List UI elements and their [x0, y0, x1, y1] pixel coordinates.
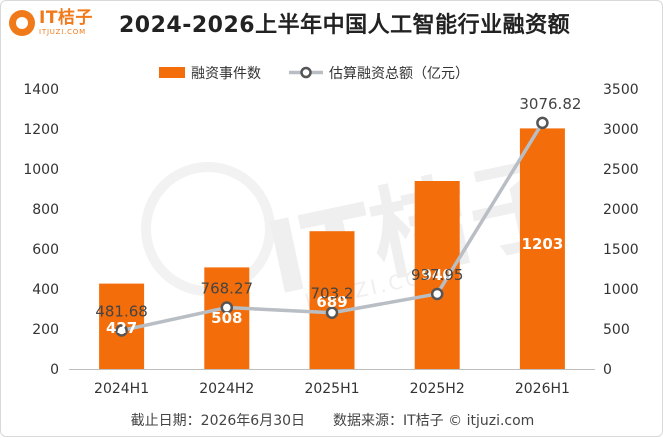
bar-data-label: 689: [316, 293, 347, 311]
line-series: [115, 116, 549, 337]
bar: [204, 267, 250, 369]
y-right-tick-label: 3500: [603, 82, 639, 98]
line-point: [325, 306, 339, 319]
legend-label-bar: 融资事件数: [191, 66, 261, 82]
line-point: [115, 324, 128, 337]
bar: [309, 231, 355, 369]
line-point: [430, 287, 444, 301]
y-left-tick-label: 1000: [23, 162, 59, 178]
line-data-label: 481.68: [95, 302, 148, 320]
chart-legend: 融资事件数 估算融资总额（亿元）: [159, 66, 469, 82]
y-left-tick-label: 800: [32, 202, 59, 218]
brand-url: ITJUZI.COM: [39, 28, 86, 36]
y-right-tick-label: 2000: [603, 202, 639, 218]
x-tick-label: 2025H2: [410, 381, 465, 397]
line-data-label: 703.2: [311, 285, 354, 303]
bar-series: [99, 128, 565, 369]
y-right-tick-label: 3000: [603, 122, 639, 138]
y-left-tick-label: 1200: [23, 122, 59, 138]
chart-axes: 0 200 400 600 800 1000 1200 1400 0 500 1000 1500 200…: [23, 82, 638, 397]
y-left-tick-label: 600: [32, 242, 59, 258]
brand-logo: IT桔子 ITJUZI.COM: [9, 8, 93, 36]
x-tick-label: 2024H1: [94, 381, 149, 397]
brand-name: IT桔子: [39, 8, 93, 28]
y-right-tick-label: 1000: [603, 282, 639, 298]
legend-swatch-marker: [300, 66, 312, 79]
bar-data-label: 1203: [522, 235, 564, 253]
line-data-label: 768.27: [201, 280, 254, 298]
y-right-tick-label: 1500: [603, 242, 639, 258]
legend-swatch-bar: [159, 67, 185, 78]
x-tick-label: 2026H1: [515, 381, 570, 397]
x-tick-label: 2024H2: [199, 381, 254, 397]
orange-logo-icon: [9, 10, 35, 36]
chart-title: 2024-2026上半年中国人工智能行业融资额: [119, 13, 571, 38]
y-left-tick-label: 1400: [23, 82, 59, 98]
y-left-tick-label: 200: [32, 322, 59, 338]
y-right-tick-label: 500: [603, 322, 630, 338]
bar-data-label: 427: [106, 319, 137, 337]
legend-label-line: 估算融资总额（亿元）: [329, 66, 469, 82]
bar-data-label: 508: [211, 309, 242, 327]
line-point: [220, 301, 234, 314]
data-labels: 427 508 689 940 1203 481.68 768.27 703.2 937.95 3…: [95, 95, 581, 337]
y-left-tick-label: 400: [32, 282, 59, 298]
line-data-label: 937.95: [411, 266, 464, 284]
brand-text: IT桔子 ITJUZI.COM: [39, 8, 93, 36]
line-data-label: 3076.82: [519, 95, 581, 113]
bar-data-label: 940: [422, 266, 453, 284]
y-right-tick-label: 2500: [603, 162, 639, 178]
bar: [519, 128, 565, 369]
y-left-tick-label: 0: [50, 362, 59, 378]
bar: [414, 181, 460, 369]
line-point: [536, 116, 549, 130]
chart-footer: 截止日期：2026年6月30日 数据来源：IT桔子 © itjuzi.com: [130, 413, 535, 429]
x-tick-label: 2025H1: [304, 381, 359, 397]
y-right-tick-label: 0: [603, 362, 612, 378]
